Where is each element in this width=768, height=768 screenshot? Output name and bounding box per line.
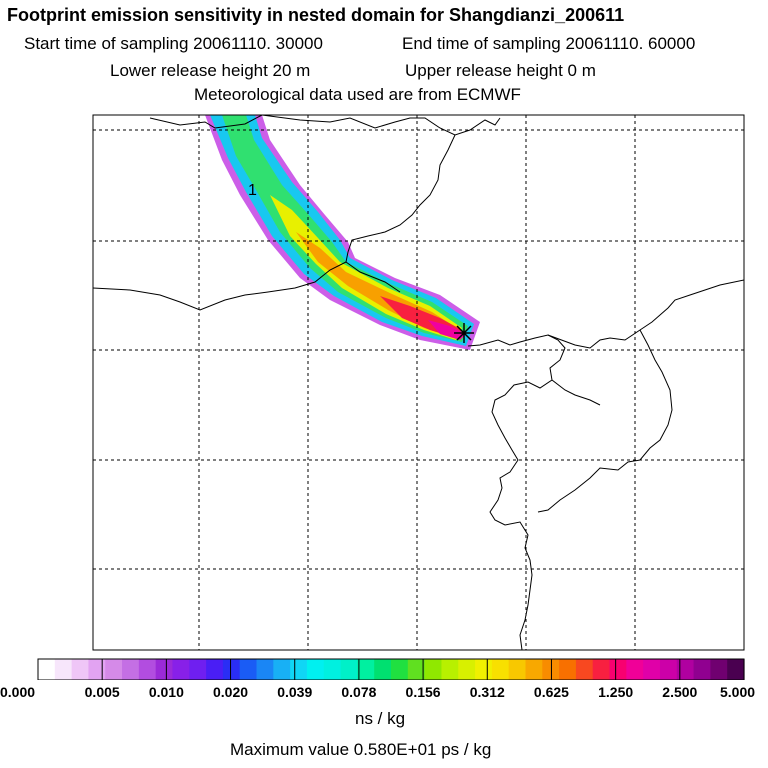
lower-release-height-label: Lower release height 20 m [110,61,311,80]
colorbar-swatch [626,659,644,680]
colorbar-tick-label: 0.156 [405,684,441,700]
colorbar-swatch [676,659,695,680]
colorbar-swatch [458,659,476,680]
colorbar-swatch [122,659,140,680]
colorbar-tick-label: 0.078 [341,684,377,700]
colorbar-swatch [38,659,56,680]
colorbar-swatch [710,659,728,680]
colorbar-tick-label: 5.000 [720,684,756,700]
colorbar-swatch [441,659,459,680]
colorbar-swatch [189,659,207,680]
footprint-map: 1 [37,114,745,680]
colorbar-swatch [206,659,224,680]
colorbar-tick-label: 0.020 [213,684,249,700]
colorbar-swatch [71,659,90,680]
plume-cyan [210,115,474,346]
colorbar-swatch [643,659,661,680]
colorbar-swatch [559,659,577,680]
colorbar-swatch [609,659,627,680]
colorbar-units: ns / kg [355,709,406,728]
colorbar-swatch [727,659,745,680]
maximum-value-label: Maximum value 0.580E+01 ps / kg [230,740,492,759]
colorbar-swatch [54,659,73,680]
colorbar-border [37,658,745,680]
meteorological-data-label: Meteorological data used are from ECMWF [194,85,521,104]
plume-layer [205,115,480,350]
colorbar-swatch [290,659,308,680]
colorbar-tick-label: 0.000 [0,684,36,700]
colorbar-swatch [88,659,106,680]
station-star-icon [454,323,474,343]
colorbar-swatch [391,659,409,680]
colorbar-swatch [357,659,375,680]
colorbar-swatch [155,659,174,680]
colorbar-swatch [138,659,157,680]
colorbar-swatch [407,659,426,680]
colorbar-tick-label: 2.500 [662,684,698,700]
colorbar-swatch [340,659,358,680]
colorbar-tick-label: 0.312 [469,684,505,700]
plume-yellow [270,195,462,340]
colorbar-tick-label: 1.250 [598,684,634,700]
colorbar-swatch [693,659,711,680]
colorbar-swatch [105,659,123,680]
colorbar-tick-label: 0.005 [84,684,120,700]
colorbar-tick-label: 0.010 [148,684,184,700]
start-time-label: Start time of sampling 20061110. 30000 [24,34,323,53]
colorbar-swatch [424,659,443,680]
upper-release-height-label: Upper release height 0 m [405,61,596,80]
colorbar-swatch [273,659,291,680]
colorbar-swatch [508,659,527,680]
colorbar-swatch [491,659,510,680]
colorbar-tick-label: 0.625 [533,684,569,700]
colorbar-swatch [525,659,543,680]
colorbar-swatch [306,659,325,680]
map-frame [92,114,745,651]
colorbar-swatch [592,659,611,680]
colorbar-swatch [172,659,190,680]
colorbar-swatch [323,659,342,680]
colorbar-swatch [374,659,392,680]
colorbar-swatch [659,659,678,680]
colorbar-swatch [475,659,493,680]
colorbar-swatch [239,659,258,680]
colorbar-swatch [256,659,274,680]
colorbar-swatch [575,659,594,680]
colorbar [37,658,745,680]
lat-lon-grid [93,115,744,650]
colorbar-swatch [222,659,241,680]
end-time-label: End time of sampling 20061110. 60000 [402,34,696,53]
plot-title: Footprint emission sensitivity in nested… [7,5,625,25]
plume-core [428,320,466,340]
contour-label: 1 [248,182,257,199]
coastline-borders [93,115,744,650]
colorbar-tick-label: 0.039 [277,684,313,700]
